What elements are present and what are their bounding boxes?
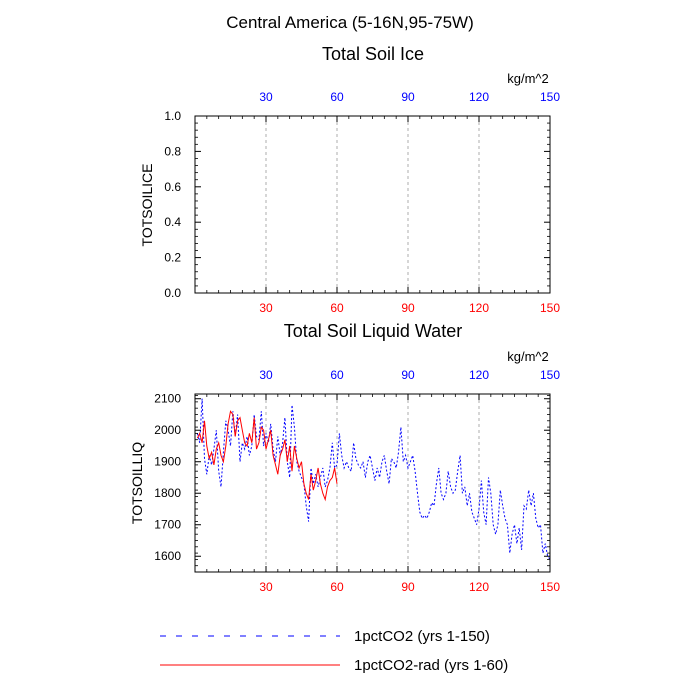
y-tick-label: 0.0 xyxy=(164,286,181,300)
panel-soil-liquid: Total Soil Liquid Water kg/m^2 30 60 90 120… xyxy=(129,321,560,594)
x-tick-label: 90 xyxy=(401,90,415,104)
x-tick-label: 60 xyxy=(330,580,344,594)
legend-label: 1pctCO2-rad (yrs 1-60) xyxy=(354,657,508,674)
x-tick-label: 120 xyxy=(469,368,489,382)
series-line-1pctco2 xyxy=(196,398,551,560)
unit-label: kg/m^2 xyxy=(507,349,549,364)
series-lines xyxy=(196,398,551,560)
legend: 1pctCO2 (yrs 1-150) 1pctCO2-rad (yrs 1-6… xyxy=(160,628,508,674)
x-tick-label: 30 xyxy=(259,90,273,104)
x-tick-label: 150 xyxy=(540,368,560,382)
x-tick-label: 90 xyxy=(401,368,415,382)
x-tick-label: 30 xyxy=(259,368,273,382)
figure-title: Central America (5-16N,95-75W) xyxy=(226,13,474,32)
x-tick-label: 30 xyxy=(259,301,273,315)
x-tick-label: 60 xyxy=(330,90,344,104)
y-tick-label: 0.4 xyxy=(164,215,181,229)
y-tick-label: 2000 xyxy=(154,423,181,437)
axis-ticks xyxy=(195,394,551,573)
y-tick-label: 2100 xyxy=(154,392,181,406)
x-tick-labels-top: 30 60 90 120 150 xyxy=(259,368,560,382)
x-tick-label: 90 xyxy=(401,580,415,594)
unit-label: kg/m^2 xyxy=(507,71,549,86)
panel-title: Total Soil Liquid Water xyxy=(284,321,462,341)
x-tick-label: 90 xyxy=(401,301,415,315)
x-tick-labels-bottom: 30 60 90 120 150 xyxy=(259,580,560,594)
x-tick-label: 30 xyxy=(259,580,273,594)
x-tick-label: 120 xyxy=(469,301,489,315)
grid-lines xyxy=(265,116,480,293)
x-tick-label: 150 xyxy=(540,90,560,104)
y-tick-label: 1900 xyxy=(154,455,181,469)
y-tick-labels: 0.0 0.2 0.4 0.6 0.8 1.0 xyxy=(164,109,181,300)
y-axis-label: TOTSOILLIQ xyxy=(129,442,145,524)
plot-frame xyxy=(194,393,551,573)
y-axis-label: TOTSOILICE xyxy=(139,164,155,247)
x-tick-labels-top: 30 60 90 120 150 xyxy=(259,90,560,104)
y-tick-label: 0.2 xyxy=(164,251,181,265)
panel-soil-ice: Total Soil Ice kg/m^2 30 60 90 120 150 30 60 9… xyxy=(139,44,560,315)
x-tick-label: 60 xyxy=(330,301,344,315)
y-tick-labels: 1600 1700 1800 1900 2000 2100 xyxy=(154,392,181,564)
plot-frame xyxy=(194,115,551,294)
y-tick-label: 0.6 xyxy=(164,180,181,194)
x-tick-labels-bottom: 30 60 90 120 150 xyxy=(259,301,560,315)
x-tick-label: 120 xyxy=(469,580,489,594)
legend-label: 1pctCO2 (yrs 1-150) xyxy=(354,628,490,645)
x-tick-label: 150 xyxy=(540,580,560,594)
panel-title: Total Soil Ice xyxy=(322,44,424,64)
y-tick-label: 0.8 xyxy=(164,144,181,158)
y-tick-label: 1700 xyxy=(154,518,181,532)
x-tick-label: 150 xyxy=(540,301,560,315)
grid-lines xyxy=(265,394,480,572)
axis-ticks xyxy=(195,115,551,294)
series-line-1pctco2-rad xyxy=(196,410,338,502)
x-tick-label: 120 xyxy=(469,90,489,104)
x-tick-label: 60 xyxy=(330,368,344,382)
y-tick-label: 1800 xyxy=(154,486,181,500)
y-tick-label: 1.0 xyxy=(164,109,181,123)
y-tick-label: 1600 xyxy=(154,549,181,563)
